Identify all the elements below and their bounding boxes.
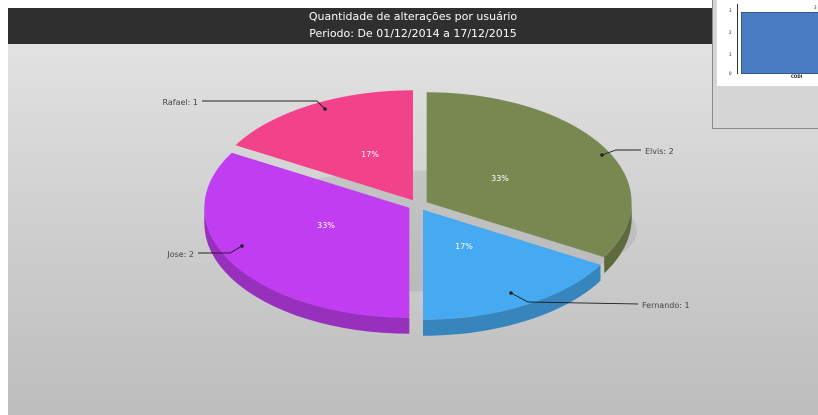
- pie-slice-percent-label: 17%: [455, 242, 473, 251]
- pie-slice-percent-label: 17%: [361, 150, 379, 159]
- callout-arrowhead: [323, 107, 327, 111]
- thumbnail-y-tick: 0: [729, 71, 732, 76]
- thumbnail-bar: [741, 12, 818, 74]
- pie-slice-side-fernando: [423, 264, 601, 336]
- thumbnail-bar-value: 3: [814, 5, 817, 10]
- callout-arrowhead: [600, 153, 604, 157]
- callout-line: [198, 245, 243, 254]
- pie-slice-fernando: [423, 209, 601, 320]
- callout-arrowhead: [509, 291, 513, 295]
- thumbnail-chart-window: 3 2 1 0 3 CODI: [712, 0, 818, 129]
- callout-label-jose: Jose: 2: [166, 250, 194, 259]
- pie-slice-percent-label: 33%: [317, 221, 335, 230]
- callout-label-fernando: Fernando: 1: [642, 301, 690, 310]
- pie-slice-jose: [204, 152, 410, 318]
- chart-subtitle: Periodo: De 01/12/2014 a 17/12/2015: [309, 27, 517, 40]
- chart-header: Quantidade de alterações por usuário Per…: [8, 8, 818, 44]
- thumbnail-y-axis: [737, 4, 738, 74]
- thumbnail-y-tick: 1: [729, 52, 732, 57]
- thumbnail-x-label: CODI: [791, 74, 803, 79]
- callout-arrowhead: [240, 244, 244, 248]
- callout-line: [601, 149, 641, 156]
- thumbnail-y-tick: 2: [729, 30, 732, 35]
- pie-slice-rafael: [235, 90, 413, 201]
- pie-slice-elvis: [426, 92, 632, 258]
- thumbnail-y-tick: 3: [729, 8, 732, 13]
- callout-label-rafael: Rafael: 1: [163, 98, 198, 107]
- chart-frame: Quantidade de alterações por usuário Per…: [8, 8, 818, 415]
- callout-label-elvis: Elvis: 2: [645, 147, 674, 156]
- pie-slice-side-jose: [204, 207, 410, 334]
- pie-slice-side-elvis: [604, 202, 632, 274]
- callout-line: [510, 292, 639, 305]
- callout-line: [202, 100, 326, 110]
- pie-chart: 33% 17% 33% 17% Elvis: 2 Fernando: 1 Jose: 2 Ra…: [163, 90, 690, 336]
- pie-slice-percent-label: 33%: [491, 174, 509, 183]
- chart-title: Quantidade de alterações por usuário: [308, 10, 518, 23]
- thumbnail-plot-area: 3 2 1 0 3 CODI: [717, 0, 818, 86]
